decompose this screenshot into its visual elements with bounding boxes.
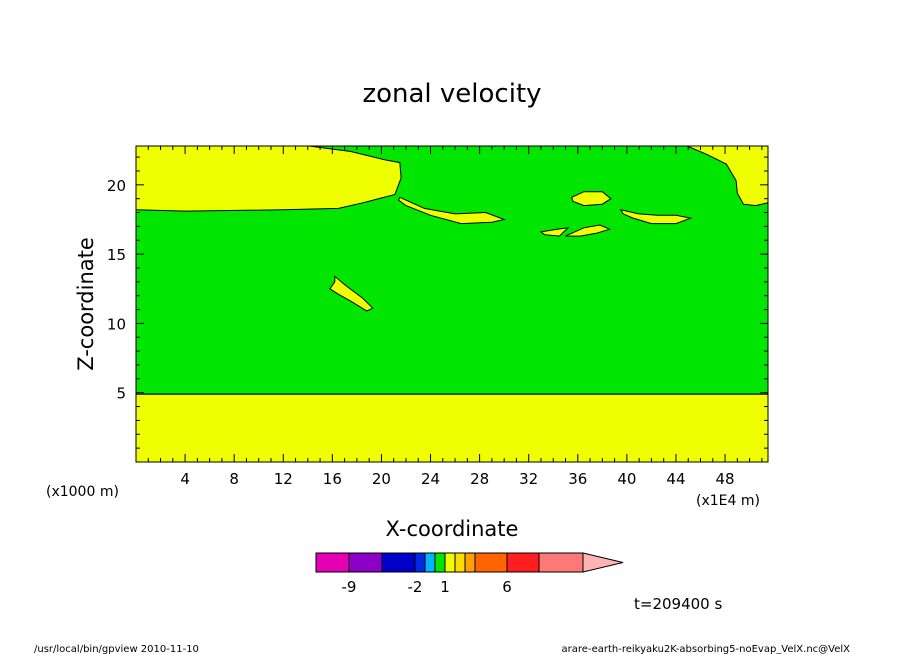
colorbar-tick-label: 1 bbox=[440, 578, 450, 596]
x-tick-label: 36 bbox=[568, 470, 587, 488]
x-tick-label: 20 bbox=[372, 470, 391, 488]
contour-region-1 bbox=[135, 145, 402, 212]
colorbar-tick-label: -2 bbox=[408, 578, 423, 596]
contour-region-3 bbox=[397, 196, 506, 225]
colorbar-tick-label: 6 bbox=[502, 578, 512, 596]
colorbar-cell bbox=[424, 552, 436, 573]
y-tick-label: 10 bbox=[107, 315, 126, 333]
colorbar-cell bbox=[506, 552, 540, 573]
colorbar-cell bbox=[474, 552, 508, 573]
y-tick-label: 20 bbox=[107, 177, 126, 195]
colorbar: -9 -2 1 6 bbox=[315, 552, 624, 596]
x-tick-label: 44 bbox=[666, 470, 685, 488]
colorbar-cell bbox=[444, 552, 456, 573]
x-axis-title: X-coordinate bbox=[386, 517, 519, 541]
contour-region-5 bbox=[619, 209, 693, 225]
contour-region-0 bbox=[135, 393, 769, 463]
timestamp-label: t=209400 s bbox=[634, 595, 722, 613]
chart-title: zonal velocity bbox=[362, 79, 541, 109]
colorbar-cell bbox=[454, 552, 466, 573]
footer-right: arare-earth-reikyaku2K-absorbing5-noEvap… bbox=[562, 644, 851, 654]
colorbar-cell bbox=[538, 552, 584, 573]
colorbar-cell bbox=[315, 552, 350, 573]
x-tick-label: 28 bbox=[470, 470, 489, 488]
colorbar-cell bbox=[348, 552, 383, 573]
x-tick-label: 24 bbox=[421, 470, 440, 488]
footer-left: /usr/local/bin/gpview 2010-11-10 bbox=[34, 644, 199, 654]
colorbar-cell bbox=[381, 552, 416, 573]
colorbar-cell bbox=[434, 552, 446, 573]
colorbar-extension-arrow bbox=[582, 552, 624, 573]
x-tick-label: 4 bbox=[180, 470, 190, 488]
x-tick-label: 12 bbox=[274, 470, 293, 488]
y-tick-label: 5 bbox=[116, 385, 126, 403]
y-axis-title: Z-coordinate bbox=[74, 237, 98, 371]
x-tick-label: 16 bbox=[323, 470, 342, 488]
contour-region-7 bbox=[565, 224, 612, 237]
contour-region-6 bbox=[539, 227, 570, 237]
colorbar-tick-label: -9 bbox=[342, 578, 357, 596]
x-tick-label: 40 bbox=[617, 470, 636, 488]
y-tick-label: 15 bbox=[107, 246, 126, 264]
x-unit-label: (x1E4 m) bbox=[696, 493, 760, 509]
x-tick-label: 48 bbox=[716, 470, 735, 488]
colorbar-cell bbox=[414, 552, 426, 573]
plot-frame bbox=[135, 145, 769, 463]
contour-region-8 bbox=[329, 275, 374, 312]
contour-region-4 bbox=[571, 191, 612, 207]
x-tick-label: 8 bbox=[229, 470, 239, 488]
y-unit-label: (x1000 m) bbox=[46, 484, 119, 500]
colorbar-cell bbox=[464, 552, 476, 573]
x-tick-label: 32 bbox=[519, 470, 538, 488]
